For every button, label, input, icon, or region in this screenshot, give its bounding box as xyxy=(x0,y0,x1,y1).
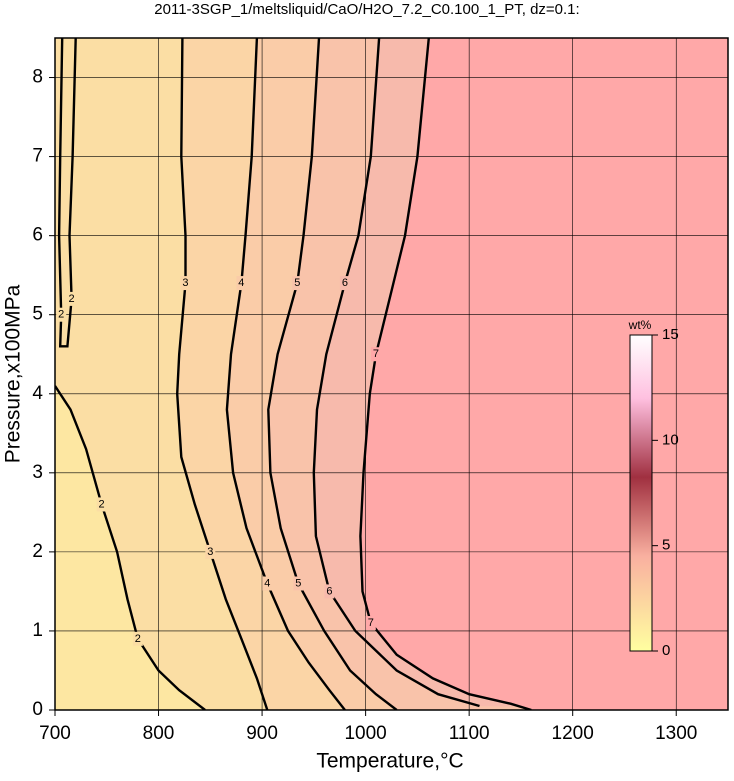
x-tick-label: 1200 xyxy=(552,723,594,744)
y-tick-label: 0 xyxy=(32,699,43,720)
contour-line xyxy=(55,385,206,710)
contour-label: 6 xyxy=(342,277,348,289)
contour-line xyxy=(175,38,269,710)
y-tick-label: 5 xyxy=(32,304,43,325)
contour-label-bg xyxy=(236,276,247,291)
contour-label: 5 xyxy=(295,577,301,589)
contour-label: 3 xyxy=(182,277,188,289)
x-tick-label: 800 xyxy=(143,723,175,744)
contour-label-bg xyxy=(292,276,303,291)
contour-line xyxy=(57,38,77,348)
contour-label-bg xyxy=(96,497,107,512)
contour-label-bg xyxy=(66,291,77,306)
contour-label: 2 xyxy=(58,309,64,321)
y-axis-label: Pressure,x100MPa xyxy=(2,284,25,463)
colorbar xyxy=(629,334,653,652)
x-tick-label: 1300 xyxy=(655,723,697,744)
contour-label-bg xyxy=(339,276,350,291)
contour-label-bg xyxy=(370,347,381,362)
contour-label: 7 xyxy=(373,348,379,360)
contour-label: 2 xyxy=(135,633,141,645)
x-tick-label: 1100 xyxy=(449,723,490,744)
contour-line xyxy=(225,38,346,710)
y-tick-label: 8 xyxy=(32,67,43,88)
contour-label-bg xyxy=(324,584,335,599)
contour-label: 5 xyxy=(294,277,300,289)
contour-label: 2 xyxy=(99,498,105,510)
contour-label-bg xyxy=(205,544,216,559)
x-axis-label: Temperature,°C xyxy=(316,750,463,773)
contour-label-bg xyxy=(180,276,191,291)
contour-fills xyxy=(55,38,728,710)
colorbar-label: wt% xyxy=(628,318,652,332)
y-tick-label: 3 xyxy=(32,462,43,483)
colorbar-tick-label: 5 xyxy=(662,537,670,554)
contour-label: 6 xyxy=(326,585,332,597)
y-tick-label: 2 xyxy=(32,541,43,562)
x-tick-label: 1000 xyxy=(344,723,386,744)
contour-label-bg xyxy=(56,307,67,322)
contour-label: 2 xyxy=(69,293,75,305)
contour-label-bg xyxy=(365,616,376,631)
contour-label: 4 xyxy=(238,277,244,289)
contour-line xyxy=(312,38,480,708)
colorbar-tick-label: 10 xyxy=(662,431,679,448)
y-tick-label: 1 xyxy=(32,620,43,641)
contour-label-bg xyxy=(293,576,304,591)
axes: 700 800 900 1000 1100 1200 1300 0 1 2 3 4 5 6 7 8 xyxy=(32,67,697,744)
contour-line xyxy=(359,38,532,710)
contour-label: 7 xyxy=(368,617,374,629)
colorbar-tick-label: 15 xyxy=(662,326,679,343)
y-tick-label: 4 xyxy=(32,383,43,404)
x-tick-label: 900 xyxy=(246,723,278,744)
y-tick-label: 6 xyxy=(32,225,43,246)
contour-line xyxy=(267,38,398,710)
contour-label: 4 xyxy=(264,577,270,589)
contour-label: 3 xyxy=(207,546,213,558)
chart-title: 2011-3SGP_1/meltsliquid/CaO/H2O_7.2_C0.1… xyxy=(154,1,579,18)
plot-frame xyxy=(54,37,729,711)
contour-label-bg xyxy=(262,576,273,591)
x-tick-label: 700 xyxy=(39,723,71,744)
colorbar-tick-label: 0 xyxy=(662,642,670,659)
contour-label-bg xyxy=(132,631,143,646)
y-tick-label: 7 xyxy=(32,146,43,167)
